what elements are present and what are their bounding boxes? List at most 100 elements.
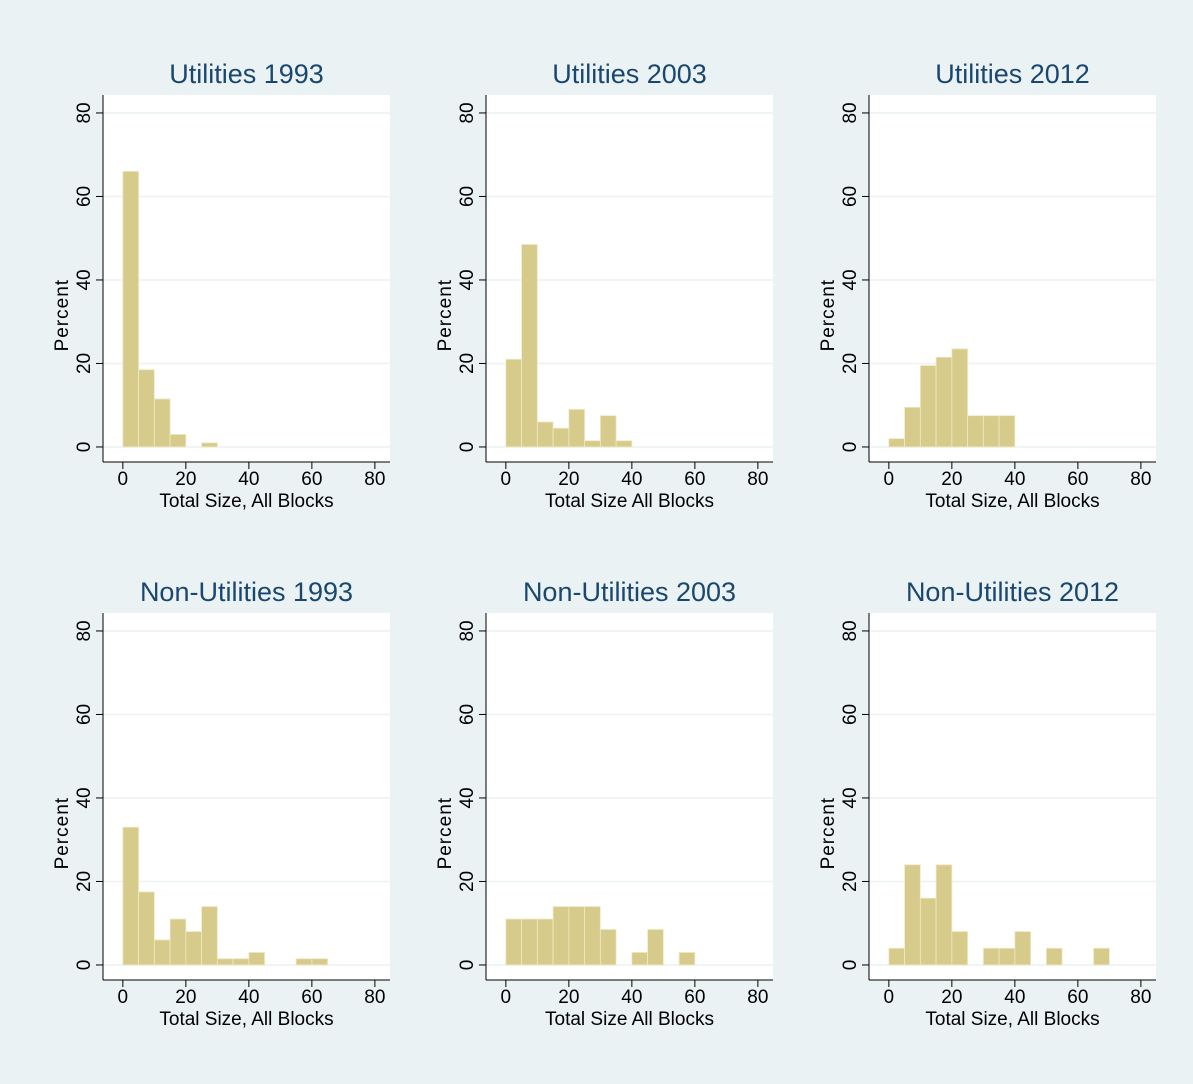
y-axis-label: Percent xyxy=(435,279,456,351)
x-tick-label: 20 xyxy=(941,987,962,1008)
bar xyxy=(647,929,664,966)
x-tick-label: 80 xyxy=(1130,469,1151,490)
x-tick-label: 80 xyxy=(1130,987,1151,1008)
bar xyxy=(904,864,921,966)
x-tick-label: 0 xyxy=(118,469,129,490)
bar xyxy=(951,931,969,966)
y-tick-label: 40 xyxy=(840,787,861,808)
bar xyxy=(919,365,937,448)
y-tick-label: 40 xyxy=(457,787,478,808)
x-tick-label: 60 xyxy=(301,469,322,490)
bar xyxy=(584,906,601,966)
bar xyxy=(248,952,266,966)
bar xyxy=(1014,931,1032,966)
panel: 0 20 40 60 80 0 20 40 60 80 Non-Utilities 2012 Tota… xyxy=(818,577,1156,1030)
panel: 0 20 40 60 80 0 20 40 60 80 Non-Utilities 1993 Tota… xyxy=(52,577,390,1030)
bar xyxy=(153,939,171,966)
bar xyxy=(311,958,329,966)
bar xyxy=(505,358,522,448)
bar xyxy=(568,906,586,966)
x-tick-label: 0 xyxy=(501,987,512,1008)
x-tick-label: 60 xyxy=(1067,469,1088,490)
y-tick-label: 20 xyxy=(457,871,478,892)
y-tick-label: 80 xyxy=(74,102,95,123)
panel: 0 20 40 60 80 0 20 40 60 80 Non-Utilities 2003 Tota… xyxy=(435,577,773,1030)
bar xyxy=(568,408,586,448)
bar xyxy=(998,947,1016,966)
bar xyxy=(153,398,171,448)
chart-title: Non-Utilities 2012 xyxy=(906,577,1119,607)
y-tick-label: 40 xyxy=(74,269,95,290)
bar xyxy=(982,415,1000,448)
x-tick-label: 0 xyxy=(884,469,895,490)
y-tick-label: 0 xyxy=(74,960,95,971)
x-tick-label: 0 xyxy=(118,987,129,1008)
x-tick-label: 40 xyxy=(1004,469,1025,490)
bar xyxy=(138,369,155,448)
bar xyxy=(232,958,250,966)
x-tick-label: 80 xyxy=(747,469,768,490)
y-tick-label: 0 xyxy=(840,960,861,971)
x-tick-label: 20 xyxy=(175,987,196,1008)
bar xyxy=(599,415,617,448)
panel: 0 20 40 60 80 0 20 40 60 80 Utilities 2003 Total Si… xyxy=(435,59,773,512)
chart-title: Utilities 2003 xyxy=(552,59,707,89)
bar xyxy=(122,171,139,448)
plot-area xyxy=(869,95,1156,462)
y-axis-label: Percent xyxy=(818,279,839,351)
bar xyxy=(919,897,937,966)
bar xyxy=(169,434,187,448)
chart-title: Utilities 1993 xyxy=(169,59,324,89)
y-tick-label: 80 xyxy=(840,102,861,123)
y-axis-label: Percent xyxy=(52,797,73,869)
y-tick-label: 60 xyxy=(840,186,861,207)
chart-title: Utilities 2012 xyxy=(935,59,1090,89)
x-tick-label: 40 xyxy=(1004,987,1025,1008)
y-tick-label: 40 xyxy=(457,269,478,290)
x-tick-label: 40 xyxy=(238,469,259,490)
bar xyxy=(935,864,953,966)
y-tick-label: 60 xyxy=(457,186,478,207)
x-tick-label: 80 xyxy=(747,987,768,1008)
bar xyxy=(1045,947,1063,966)
bar xyxy=(615,440,633,448)
x-tick-label: 60 xyxy=(1067,987,1088,1008)
x-tick-label: 80 xyxy=(364,469,385,490)
bar xyxy=(982,947,1000,966)
bar xyxy=(967,415,984,448)
y-axis-label: Percent xyxy=(52,279,73,351)
x-tick-label: 60 xyxy=(301,987,322,1008)
bar xyxy=(216,958,234,966)
panel: 0 20 40 60 80 0 20 40 60 80 Utilities 2012 Total Si… xyxy=(818,59,1156,512)
y-tick-label: 80 xyxy=(457,620,478,641)
x-axis-label: Total Size, All Blocks xyxy=(159,1009,333,1030)
x-axis-label: Total Size, All Blocks xyxy=(159,491,333,512)
y-tick-label: 80 xyxy=(457,102,478,123)
y-tick-label: 20 xyxy=(840,871,861,892)
y-tick-label: 0 xyxy=(457,442,478,453)
y-tick-label: 80 xyxy=(840,620,861,641)
bar xyxy=(536,918,554,966)
chart-title: Non-Utilities 1993 xyxy=(140,577,353,607)
bar xyxy=(599,929,617,966)
bar xyxy=(552,906,570,966)
bar xyxy=(138,891,155,966)
x-axis-label: Total Size All Blocks xyxy=(545,1009,714,1030)
y-tick-label: 60 xyxy=(74,186,95,207)
x-tick-label: 80 xyxy=(364,987,385,1008)
bar xyxy=(678,952,696,966)
bar xyxy=(904,406,921,448)
x-tick-label: 20 xyxy=(558,987,579,1008)
bar xyxy=(888,947,905,966)
bar xyxy=(951,348,969,448)
bar xyxy=(122,826,139,966)
x-tick-label: 0 xyxy=(884,987,895,1008)
y-tick-label: 20 xyxy=(74,871,95,892)
y-tick-label: 20 xyxy=(457,353,478,374)
x-tick-label: 20 xyxy=(175,469,196,490)
y-tick-label: 40 xyxy=(840,269,861,290)
bar xyxy=(521,244,538,448)
bar xyxy=(295,958,313,966)
x-axis-label: Total Size, All Blocks xyxy=(925,1009,1099,1030)
